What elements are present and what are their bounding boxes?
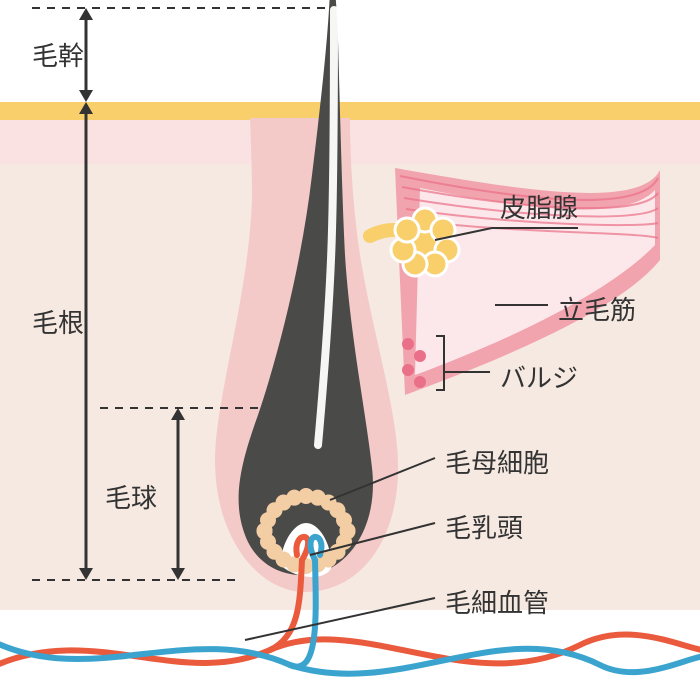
label-sebaceous: 皮脂腺: [500, 193, 578, 223]
label-bulge: バルジ: [500, 363, 578, 393]
label-papilla: 毛乳頭: [445, 513, 523, 543]
label-matrix: 毛母細胞: [445, 448, 549, 478]
label-bulb: 毛球: [105, 483, 157, 513]
label-root: 毛根: [32, 308, 84, 338]
label-shaft: 毛幹: [32, 41, 84, 71]
label-muscle: 立毛筋: [558, 295, 636, 325]
label-capillary: 毛細血管: [445, 588, 549, 618]
